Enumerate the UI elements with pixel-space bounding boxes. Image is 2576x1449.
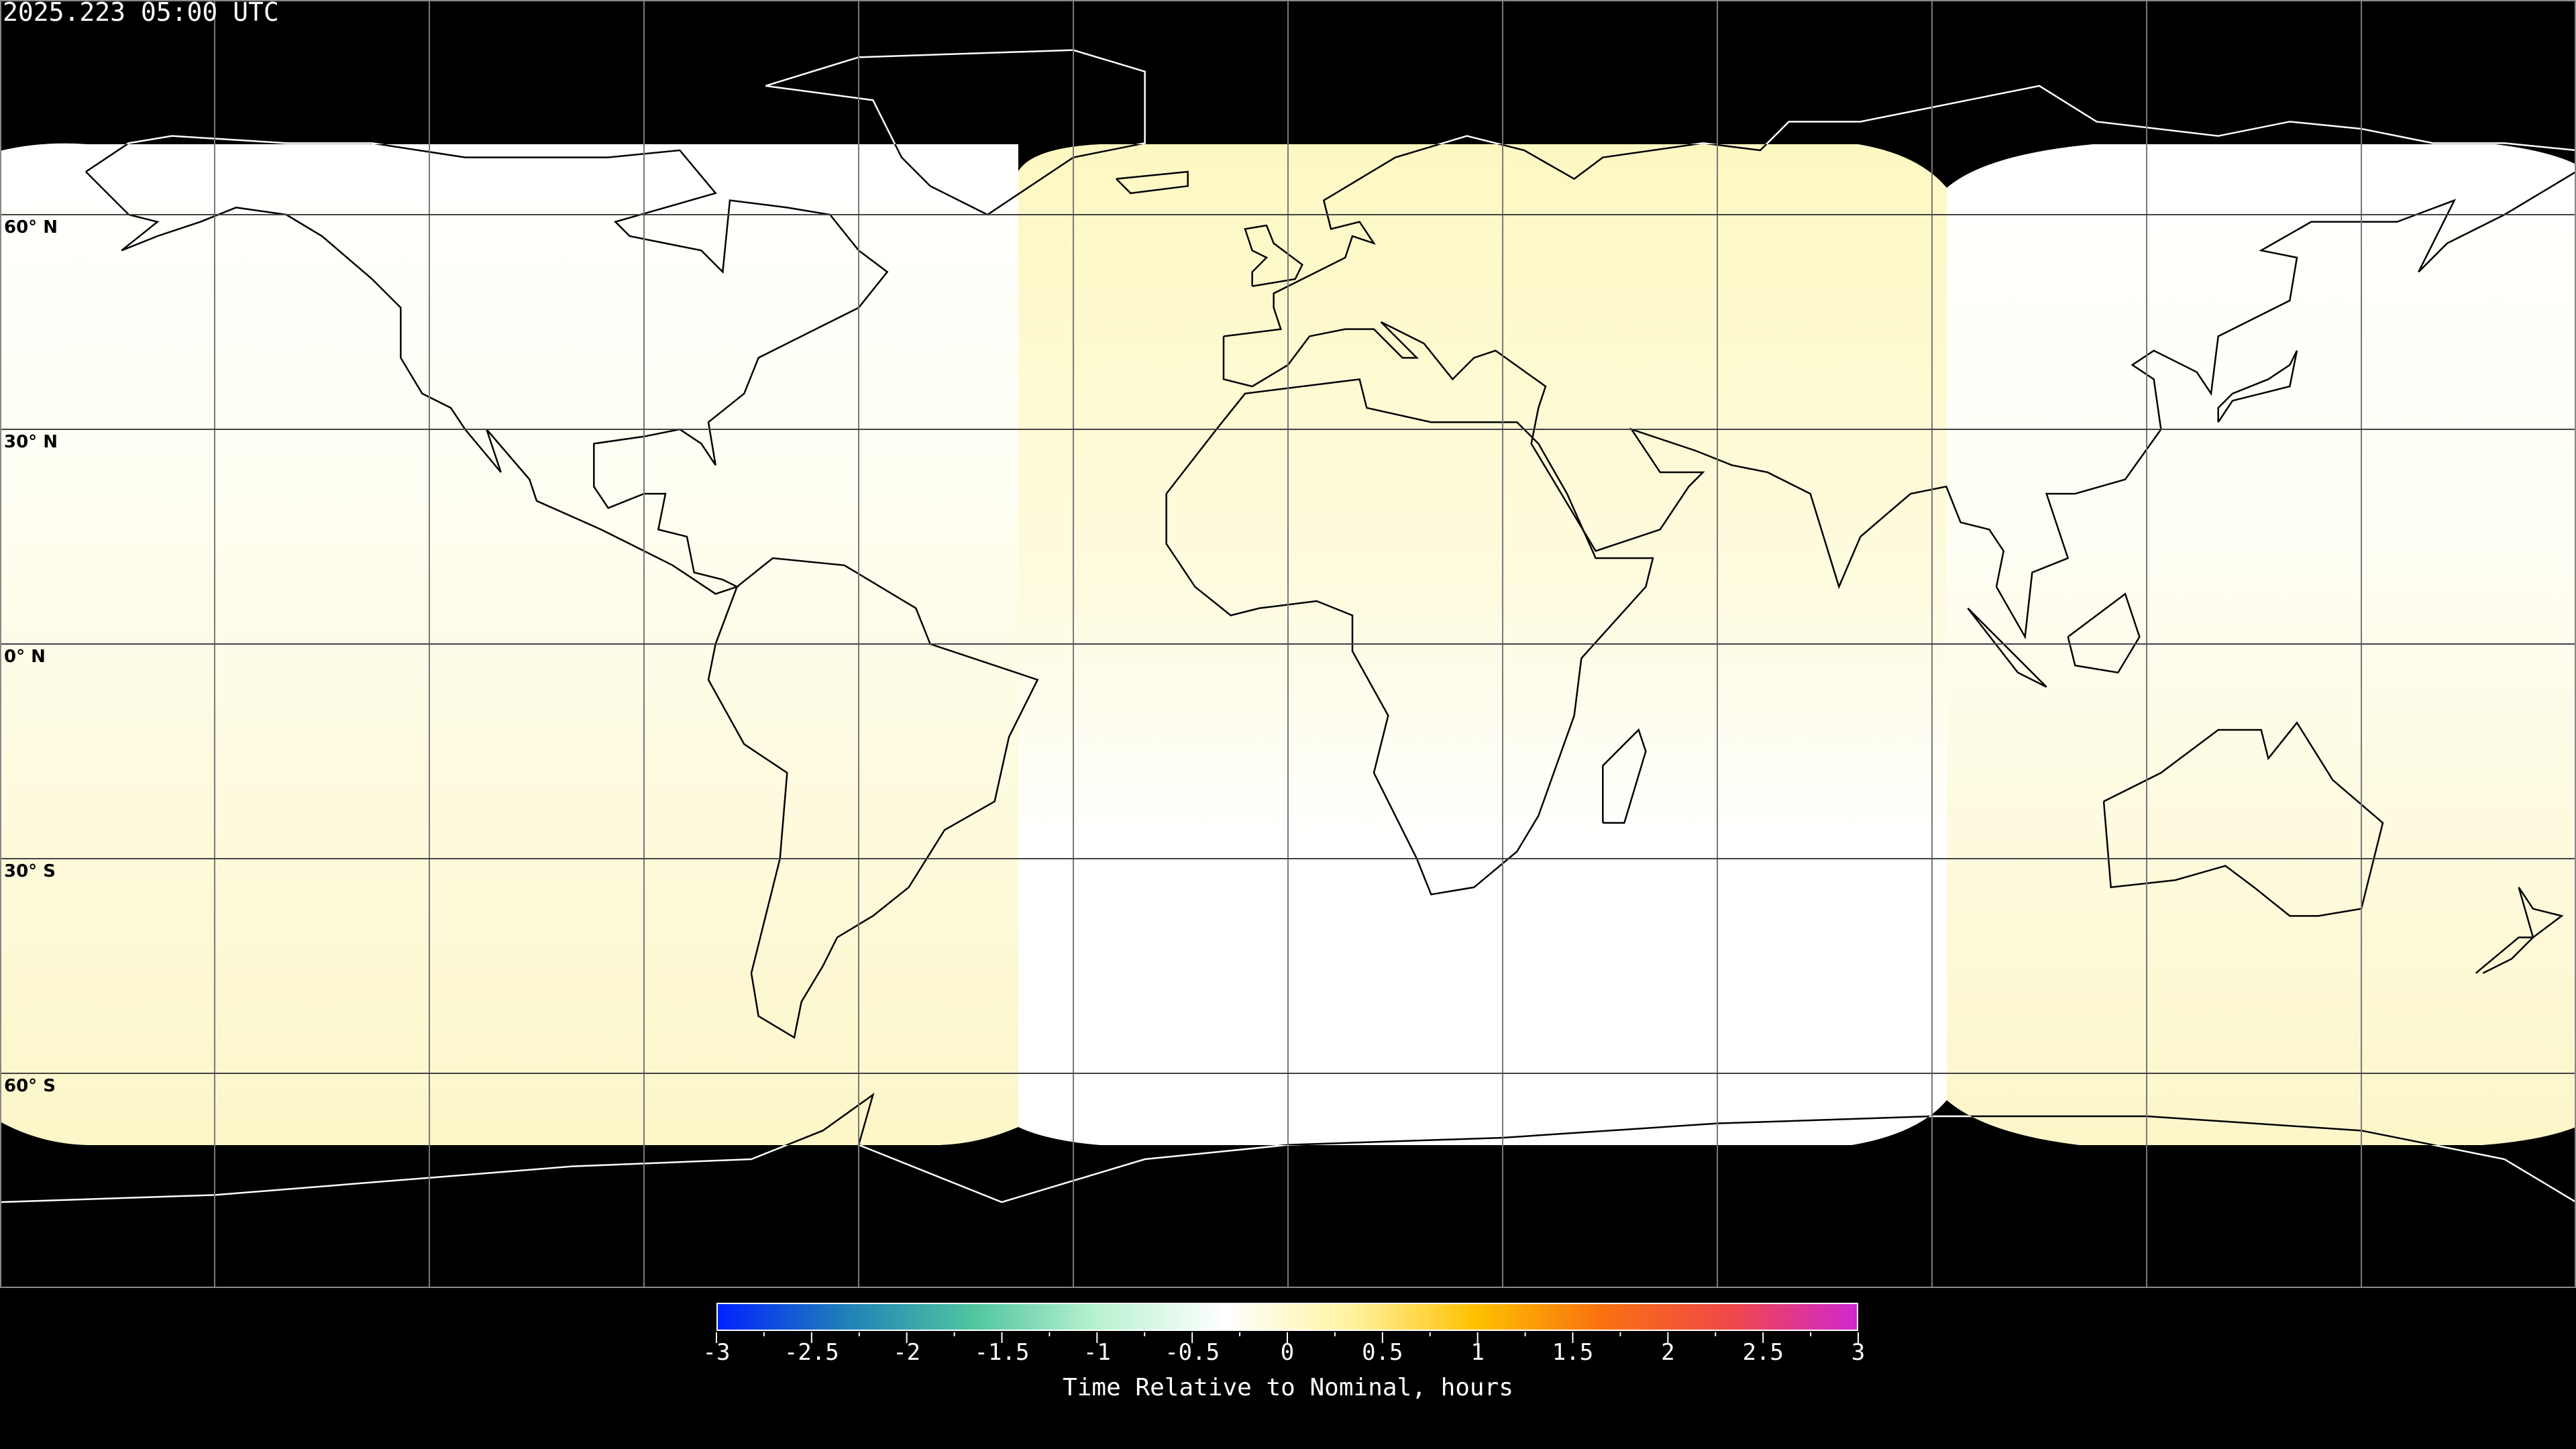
coastline-sumatra xyxy=(1967,607,2047,688)
colorbar-tick-label: -2.5 xyxy=(784,1339,839,1366)
coastline-iceland xyxy=(1116,170,1189,195)
lat-label-60s: 60° S xyxy=(4,1076,56,1096)
colorbar-tick-label: 0.5 xyxy=(1362,1339,1403,1366)
coastline-eurasia xyxy=(1222,143,2576,640)
colorbar-tick-label: 3 xyxy=(1851,1339,1866,1366)
coastline-africa xyxy=(1165,378,1654,896)
colorbar-tick-label: 1.5 xyxy=(1552,1339,1594,1366)
coastline-new-zealand-north xyxy=(2518,886,2564,939)
coastline-great-britain xyxy=(1244,224,1303,287)
colorbar-tick-label: -0.5 xyxy=(1165,1339,1220,1366)
coastline-borneo xyxy=(2067,592,2141,674)
coastline-madagascar xyxy=(1602,728,1647,824)
lat-label-30s: 30° S xyxy=(4,861,56,881)
colorbar-tick-label: -3 xyxy=(702,1339,731,1366)
coastlines-day xyxy=(0,143,2576,1145)
colorbar-tick-label: -1.5 xyxy=(974,1339,1030,1366)
lat-label-60n: 60° N xyxy=(4,217,58,237)
colorbar-tick-label: -1 xyxy=(1083,1339,1111,1366)
colorbar-tick-label: 2 xyxy=(1661,1339,1675,1366)
coastline-australia xyxy=(2102,721,2384,917)
colorbar-title: Time Relative to Nominal, hours xyxy=(1063,1374,1513,1401)
coastline-japan xyxy=(2217,350,2298,423)
coastline-north-america xyxy=(85,143,889,595)
colorbar-tick-label: -2 xyxy=(893,1339,921,1366)
map-border xyxy=(0,0,2576,1288)
colorbar xyxy=(716,1303,1858,1331)
colorbar-tick-label: 2.5 xyxy=(1742,1339,1784,1366)
coastline-new-zealand-south xyxy=(2475,936,2536,974)
lat-label-30n: 30° N xyxy=(4,432,58,452)
colorbar-tick-label: 0 xyxy=(1280,1339,1295,1366)
coastline-antarctica xyxy=(0,1092,2576,1145)
colorbar-tick-label: 1 xyxy=(1470,1339,1485,1366)
lat-label-0n: 0° N xyxy=(4,647,46,667)
timestamp-title: 2025.223 05:00 UTC xyxy=(3,0,279,27)
graticule xyxy=(0,0,2576,1288)
world-map xyxy=(0,0,2576,1288)
